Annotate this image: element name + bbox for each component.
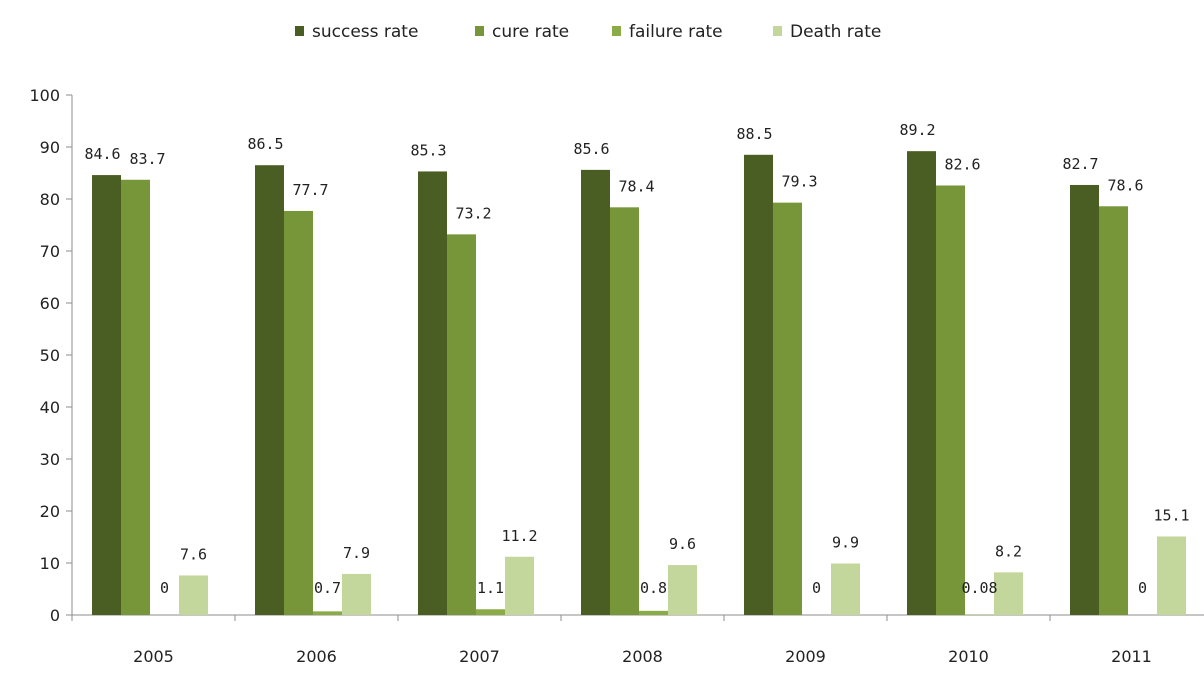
data-label: 0 [160, 579, 169, 597]
bar [994, 572, 1023, 615]
bar [639, 610, 668, 615]
y-tick-label: 30 [40, 450, 60, 469]
data-label: 7.6 [180, 545, 207, 563]
y-tick-label: 100 [29, 86, 60, 105]
chart-legend: success rate cure rate failure rate Death r… [295, 22, 881, 42]
x-tick-label: 2007 [459, 647, 500, 666]
legend-label: failure rate [629, 22, 723, 42]
data-label: 0 [812, 579, 821, 597]
x-axis: 2005 2006 2007 2008 2009 2010 2011 [71, 614, 1204, 666]
legend-swatch [475, 26, 484, 36]
bar [505, 556, 534, 615]
legend-label: Death rate [790, 22, 881, 42]
bar [936, 185, 965, 616]
bar [92, 175, 121, 615]
data-label: 0.7 [314, 579, 341, 597]
x-tick-label: 2010 [948, 647, 989, 666]
y-tick-label: 20 [40, 502, 60, 521]
data-label: 89.2 [899, 121, 935, 139]
legend-swatch [612, 26, 621, 36]
y-tick-label: 80 [40, 190, 60, 209]
bar [342, 573, 371, 615]
y-tick-label: 50 [40, 346, 60, 365]
data-label: 82.6 [944, 155, 980, 173]
bar [284, 210, 313, 615]
y-tick-label: 10 [40, 554, 60, 573]
bar [121, 179, 150, 615]
data-label: 73.2 [455, 204, 491, 222]
data-labels-group: 84.6 83.7 0 7.6 86.5 77.7 0.77.9 85.3 73.2 1.1 11.… [84, 121, 1189, 597]
y-tick-label: 70 [40, 242, 60, 261]
bar [418, 171, 447, 615]
data-label: 88.5 [736, 125, 772, 143]
data-label: 0.08 [961, 579, 997, 597]
data-label: 1.1 [477, 579, 504, 597]
bar [744, 154, 773, 616]
legend-label: cure rate [492, 22, 569, 42]
data-label: 7.9 [343, 544, 370, 562]
legend-label: success rate [312, 22, 418, 42]
legend-swatch [295, 26, 304, 36]
y-tick-label: 40 [40, 398, 60, 417]
data-label: 15.1 [1153, 506, 1189, 524]
y-axis: 0 10 20 30 40 50 60 70 80 90 100 [29, 86, 73, 625]
y-tick-label: 60 [40, 294, 60, 313]
bar [255, 165, 284, 615]
x-tick-label: 2009 [785, 647, 826, 666]
data-label: 85.6 [573, 140, 609, 158]
data-label: 85.3 [410, 141, 446, 159]
data-label: 78.4 [618, 177, 654, 195]
bar [313, 611, 342, 615]
bar [668, 565, 697, 615]
bar [773, 202, 802, 615]
bars-group [92, 151, 1186, 616]
data-label: 11.2 [501, 527, 537, 545]
data-label: 84.6 [84, 145, 120, 163]
legend-swatch [773, 26, 782, 36]
bar [476, 609, 505, 615]
x-tick-label: 2006 [296, 647, 337, 666]
data-label: 82.7 [1062, 155, 1098, 173]
data-label: 9.9 [832, 534, 859, 552]
bar [1157, 536, 1186, 615]
bar [179, 575, 208, 615]
x-tick-label: 2011 [1111, 647, 1152, 666]
bar [1099, 206, 1128, 615]
x-tick-label: 2005 [133, 647, 174, 666]
bar [581, 169, 610, 615]
data-label: 0 [1138, 579, 1147, 597]
data-label: 79.3 [781, 173, 817, 191]
data-label: 0.8 [640, 579, 667, 597]
x-tick-label: 2008 [622, 647, 663, 666]
data-label: 8.2 [995, 542, 1022, 560]
bar [610, 207, 639, 615]
data-label: 83.7 [129, 150, 165, 168]
y-tick-label: 0 [50, 606, 60, 625]
data-label: 86.5 [247, 135, 283, 153]
bar [447, 234, 476, 616]
bar [907, 151, 936, 615]
data-label: 78.6 [1107, 176, 1143, 194]
data-label: 77.7 [292, 181, 328, 199]
data-label: 9.6 [669, 535, 696, 553]
y-tick-label: 90 [40, 138, 60, 157]
bar [831, 563, 860, 615]
bar [1070, 184, 1099, 615]
